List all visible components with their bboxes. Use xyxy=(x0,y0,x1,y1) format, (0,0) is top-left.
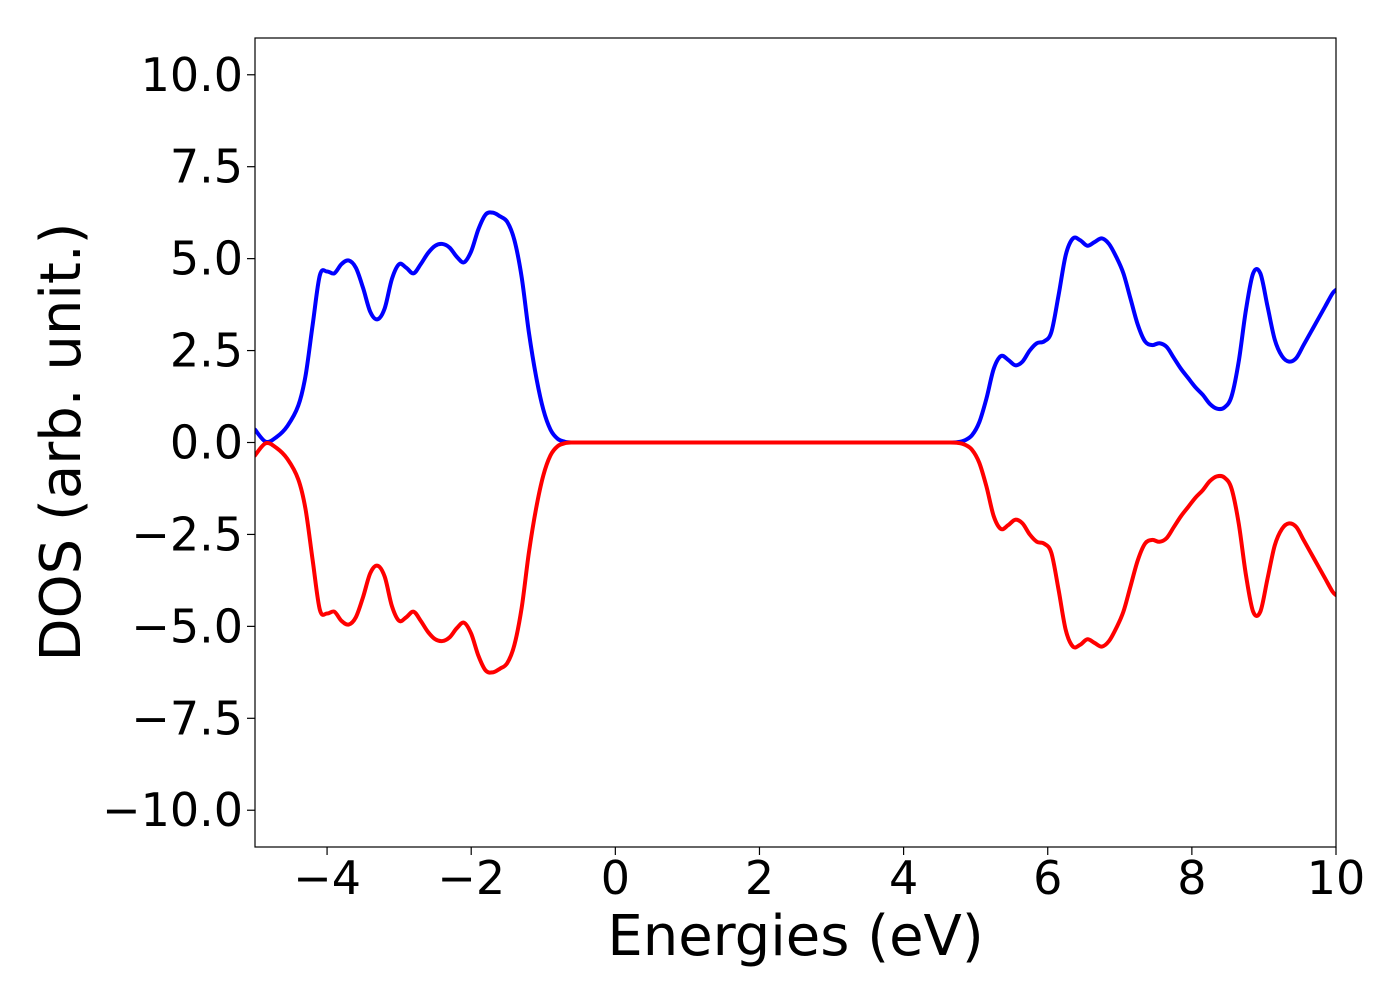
y-tick-label: −7.5 xyxy=(131,691,243,745)
y-axis: 10.0 7.5 5.0 2.5 0.0 −2.5 −5.0 −7.5 −10.0 xyxy=(102,48,255,837)
x-tick-label: 2 xyxy=(745,851,774,905)
x-axis: −4 −2 0 2 4 6 8 10 xyxy=(293,847,1365,905)
x-tick-label: 8 xyxy=(1177,851,1206,905)
y-tick-label: −5.0 xyxy=(131,599,243,653)
y-tick-label: 2.5 xyxy=(170,324,243,378)
y-tick-label: 5.0 xyxy=(170,232,243,286)
x-tick-label: 4 xyxy=(889,851,918,905)
y-axis-label: DOS (arb. unit.) xyxy=(29,222,94,661)
y-tick-label: −2.5 xyxy=(131,507,243,561)
series-line-0 xyxy=(255,210,1336,445)
x-axis-label: Energies (eV) xyxy=(607,904,983,969)
x-tick-label: 10 xyxy=(1307,851,1366,905)
x-tick-label: 6 xyxy=(1033,851,1062,905)
x-tick-label: −2 xyxy=(437,851,505,905)
y-tick-label: 7.5 xyxy=(170,140,243,194)
y-tick-label: −10.0 xyxy=(102,783,243,837)
x-tick-label: 0 xyxy=(601,851,630,905)
series-layer xyxy=(255,210,1336,675)
y-tick-label: 10.0 xyxy=(141,48,243,102)
series-line-1 xyxy=(255,440,1336,675)
x-tick-label: −4 xyxy=(293,851,361,905)
y-tick-label: 0.0 xyxy=(170,416,243,470)
